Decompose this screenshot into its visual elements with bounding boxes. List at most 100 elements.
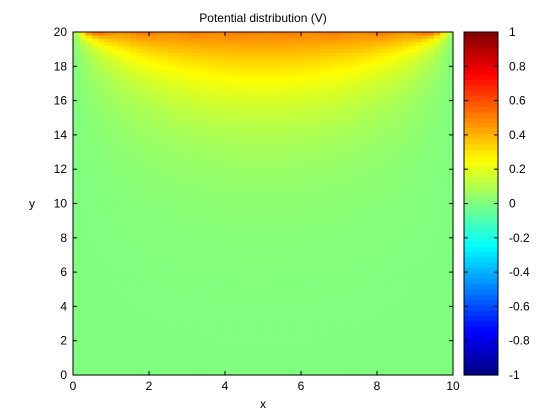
heatmap-cell	[332, 330, 340, 335]
heatmap-cell	[104, 83, 112, 88]
heatmap-cell	[250, 347, 258, 352]
heatmap-cell	[92, 285, 99, 290]
heatmap-cell	[168, 172, 175, 177]
heatmap-cell	[269, 320, 277, 325]
heatmap-cell	[345, 104, 353, 109]
heatmap-cell	[180, 306, 188, 311]
heatmap-cell	[111, 323, 118, 328]
heatmap-cell	[269, 234, 277, 239]
heatmap-cell	[294, 158, 302, 163]
heatmap-cell	[339, 49, 346, 54]
heatmap-cell	[244, 117, 251, 122]
heatmap-cell	[187, 114, 194, 119]
heatmap-cell	[136, 176, 144, 181]
heatmap-cell	[294, 330, 302, 335]
heatmap-cell	[345, 347, 353, 352]
heatmap-cell	[161, 148, 169, 153]
heatmap-cell	[193, 49, 201, 54]
heatmap-cell	[130, 282, 137, 287]
heatmap-cell	[123, 234, 131, 239]
heatmap-cell	[193, 86, 201, 91]
heatmap-cell	[370, 261, 378, 266]
heatmap-cell	[231, 62, 239, 67]
heatmap-cell	[345, 73, 353, 78]
heatmap-cell	[383, 248, 391, 253]
heatmap-cell	[206, 117, 213, 122]
heatmap-cell	[326, 371, 334, 376]
heatmap-cell	[244, 261, 251, 266]
heatmap-cell	[149, 59, 156, 64]
heatmap-cell	[244, 309, 251, 314]
heatmap-cell	[383, 128, 391, 133]
heatmap-cell	[301, 182, 308, 187]
heatmap-cell	[168, 272, 175, 277]
heatmap-cell	[275, 364, 283, 369]
heatmap-cell	[332, 62, 340, 67]
heatmap-cell	[339, 104, 346, 109]
heatmap-cell	[73, 86, 80, 91]
heatmap-cell	[136, 361, 144, 366]
heatmap-cell	[358, 83, 365, 88]
heatmap-cell	[250, 302, 258, 307]
heatmap-cell	[288, 38, 296, 43]
heatmap-cell	[199, 121, 207, 126]
heatmap-cell	[225, 344, 232, 349]
heatmap-cell	[244, 59, 251, 64]
heatmap-cell	[364, 244, 372, 249]
heatmap-cell	[193, 66, 201, 71]
heatmap-cell	[218, 206, 226, 211]
heatmap-cell	[351, 179, 359, 184]
heatmap-cell	[339, 265, 346, 270]
heatmap-cell	[263, 172, 270, 177]
heatmap-cell	[383, 152, 391, 157]
heatmap-cell	[117, 128, 125, 133]
heatmap-cell	[231, 76, 239, 81]
heatmap-cell	[332, 138, 340, 143]
heatmap-cell	[345, 189, 353, 194]
heatmap-cell	[301, 86, 308, 91]
heatmap-cell	[358, 357, 365, 362]
heatmap-cell	[142, 203, 150, 208]
heatmap-cell	[73, 114, 80, 119]
heatmap-cell	[244, 128, 251, 133]
heatmap-cell	[326, 272, 334, 277]
heatmap-cell	[377, 364, 384, 369]
heatmap-cell	[364, 320, 372, 325]
heatmap-cell	[180, 278, 188, 283]
heatmap-cell	[193, 292, 201, 297]
heatmap-cell	[218, 182, 226, 187]
heatmap-cell	[282, 73, 289, 78]
heatmap-cell	[92, 176, 99, 181]
heatmap-cell	[111, 32, 118, 37]
heatmap-cell	[218, 45, 226, 50]
heatmap-cell	[92, 251, 99, 256]
heatmap-cell	[98, 261, 106, 266]
heatmap-cell	[79, 268, 87, 273]
heatmap-cell	[339, 134, 346, 139]
heatmap-cell	[136, 217, 144, 222]
heatmap-cell	[225, 128, 232, 133]
heatmap-cell	[155, 261, 163, 266]
heatmap-cell	[351, 203, 359, 208]
heatmap-cell	[123, 93, 131, 98]
heatmap-cell	[85, 86, 93, 91]
heatmap-cell	[180, 213, 188, 218]
heatmap-cell	[98, 90, 106, 95]
heatmap-cell	[358, 337, 365, 342]
heatmap-cell	[313, 110, 321, 115]
heatmap-cell	[85, 182, 93, 187]
heatmap-cell	[199, 176, 207, 181]
heatmap-cell	[111, 124, 118, 129]
heatmap-cell	[250, 241, 258, 246]
heatmap-cell	[288, 234, 296, 239]
heatmap-cell	[370, 265, 378, 270]
heatmap-cell	[174, 189, 182, 194]
heatmap-cell	[244, 86, 251, 91]
heatmap-cell	[161, 186, 169, 191]
heatmap-cell	[155, 234, 163, 239]
heatmap-cell	[79, 258, 87, 263]
heatmap-cell	[218, 361, 226, 366]
heatmap-cell	[136, 248, 144, 253]
heatmap-cell	[237, 42, 245, 47]
heatmap-cell	[193, 302, 201, 307]
